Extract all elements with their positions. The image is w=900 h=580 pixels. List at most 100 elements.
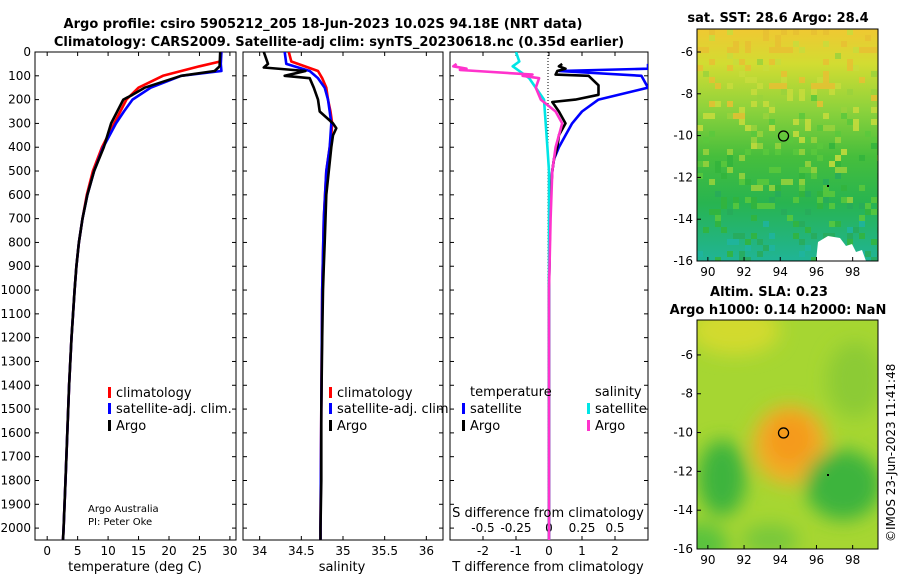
- sst-pixel: [817, 77, 823, 83]
- map-y-tick-label: -8: [681, 387, 693, 401]
- sst-pixel: [727, 167, 733, 173]
- depth-tick-label: 1200: [0, 331, 31, 345]
- depth-tick-label: 1300: [0, 354, 31, 368]
- temperature-x-ticks: 0 5 10 15 20 25 30: [35, 51, 238, 558]
- sst-dot: [827, 185, 829, 187]
- x-tick-label: 20: [161, 544, 176, 558]
- sst-pixel: [823, 83, 829, 89]
- sst-pixel: [805, 137, 811, 143]
- x-tick-label: 36: [419, 544, 434, 558]
- sst-pixel: [727, 47, 733, 53]
- sst-pixel: [871, 71, 877, 77]
- legend-label-s-satellite: satellite: [595, 402, 647, 417]
- sst-pixel: [739, 71, 745, 77]
- legend-swatch-t-satellite: [462, 403, 465, 414]
- series-line-argo: [61, 52, 222, 540]
- legend-swatch-climatology: [329, 387, 332, 398]
- map-x-tick-label: 90: [700, 265, 715, 279]
- credit-line1: Argo Australia: [88, 504, 159, 515]
- sst-pixel: [847, 119, 853, 125]
- sst-pixel: [847, 89, 853, 95]
- map-y-tick-label: -10: [673, 426, 693, 440]
- sst-pixel: [847, 65, 853, 71]
- x-tick-label: 35.5: [371, 544, 398, 558]
- sst-pixel: [847, 197, 853, 203]
- map-y-tick-label: -10: [673, 129, 693, 143]
- sst-pixel: [763, 29, 769, 35]
- x-tick-label: -1: [510, 544, 522, 558]
- sst-pixel: [835, 155, 841, 161]
- sst-pixel: [793, 119, 799, 125]
- sst-pixel: [781, 209, 787, 215]
- sst-pixel: [871, 95, 877, 101]
- legend-title-temperature: temperature: [470, 385, 552, 400]
- sst-pixel: [751, 101, 757, 107]
- depth-tick-label: 1400: [0, 378, 31, 392]
- map-y-tick-label: -6: [681, 348, 693, 362]
- sst-pixel: [853, 125, 859, 131]
- sst-pixel: [703, 113, 709, 119]
- sst-pixel: [865, 131, 871, 137]
- sst-pixel: [697, 65, 703, 71]
- sst-pixel: [871, 47, 877, 53]
- sla-dot: [827, 474, 829, 476]
- sst-pixel: [835, 131, 841, 137]
- sst-pixel: [757, 239, 763, 245]
- sst-pixel: [871, 89, 877, 95]
- depth-tick-label: 800: [8, 235, 31, 249]
- sst-pixel: [727, 101, 733, 107]
- sst-pixel: [859, 77, 865, 83]
- sst-pixel: [745, 197, 751, 203]
- sst-pixel: [745, 239, 751, 245]
- sst-pixel: [751, 215, 757, 221]
- sst-pixel: [823, 197, 829, 203]
- sla-map-subtitle: Argo h1000: 0.14 h2000: NaN: [670, 303, 887, 318]
- sst-pixel: [811, 89, 817, 95]
- sst-pixel: [805, 245, 811, 251]
- depth-tick-label: 1100: [0, 307, 31, 321]
- sst-pixel: [799, 185, 805, 191]
- sst-pixel: [757, 203, 763, 209]
- map-x-tick-label: 94: [773, 265, 788, 279]
- depth-tick-label: 1900: [0, 497, 31, 511]
- sst-pixel: [823, 29, 829, 35]
- x-tick-label: 35: [335, 544, 350, 558]
- sst-pixel: [835, 221, 841, 227]
- sst-pixel: [769, 107, 775, 113]
- sst-pixel: [721, 203, 727, 209]
- sst-pixel: [751, 137, 757, 143]
- sst-pixel: [727, 113, 733, 119]
- sst-pixel: [799, 77, 805, 83]
- map-y-tick-label: -8: [681, 87, 693, 101]
- sst-pixel: [859, 203, 865, 209]
- sst-pixel: [763, 221, 769, 227]
- figure-title-line2: Climatology: CARS2009. Satellite-adj cli…: [54, 35, 624, 50]
- temperature-legend: climatology satellite-adj. clim. Argo: [108, 386, 232, 434]
- sst-pixel: [817, 143, 823, 149]
- x-tick-label: 0: [545, 544, 553, 558]
- sst-pixel: [799, 221, 805, 227]
- sst-pixel: [775, 59, 781, 65]
- depth-tick-label: 600: [8, 188, 31, 202]
- s-diff-tick-label: -0.5: [471, 521, 494, 535]
- sst-pixel: [823, 77, 829, 83]
- sst-pixel: [751, 203, 757, 209]
- sst-pixel: [811, 83, 817, 89]
- sst-pixel: [823, 179, 829, 185]
- temperature-lines: [61, 52, 223, 540]
- sst-pixel: [847, 233, 853, 239]
- x-tick-label: 34: [252, 544, 267, 558]
- temperature-xlabel: temperature (deg C): [68, 560, 202, 575]
- sla-map-panel: Altim. SLA: 0.23 Argo h1000: 0.14 h2000:…: [670, 285, 887, 567]
- difference-lines: [451, 52, 648, 540]
- sst-pixel: [817, 83, 823, 89]
- sst-pixel: [829, 203, 835, 209]
- sst-pixel: [757, 83, 763, 89]
- sst-pixel: [787, 47, 793, 53]
- sst-pixel: [733, 197, 739, 203]
- sst-pixel: [769, 59, 775, 65]
- sst-pixel: [787, 137, 793, 143]
- t-difference-xlabel: T difference from climatology: [451, 560, 644, 575]
- sst-pixel: [847, 227, 853, 233]
